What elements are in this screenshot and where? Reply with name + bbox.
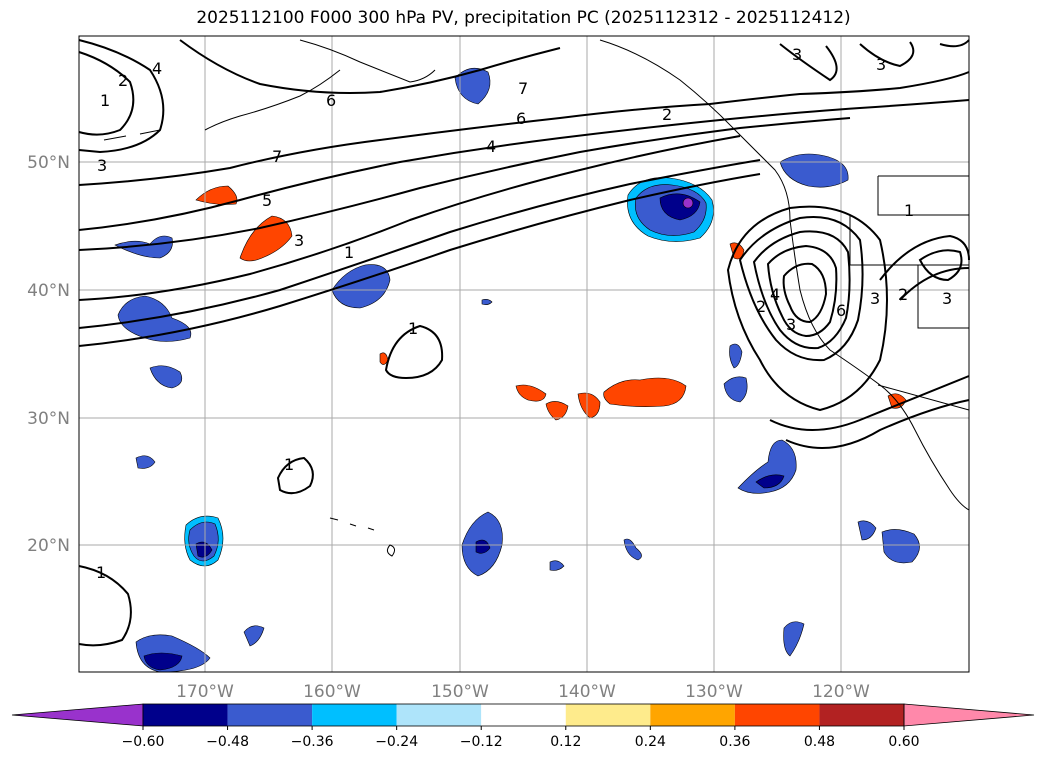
contour-label: 4: [486, 137, 496, 156]
plot-title: 2025112100 F000 300 hPa PV, precipitatio…: [196, 8, 851, 28]
lat-labels: 50°N 40°N 30°N 20°N: [27, 153, 70, 556]
colorbar-segment: [143, 704, 228, 726]
contour-label: 2: [662, 105, 672, 124]
lat-label: 50°N: [27, 153, 70, 173]
colorbar-segment: [734, 704, 820, 726]
contour-label: 1: [284, 455, 294, 474]
contour-label: 4: [770, 285, 780, 304]
colorbar-tick-label: 0.36: [719, 734, 750, 750]
contour-label: 5: [262, 191, 272, 210]
pv-contours: [78, 39, 970, 647]
contour-label: 1: [100, 91, 110, 110]
lat-label: 40°N: [27, 281, 70, 301]
colorbar-segment: [565, 704, 651, 726]
colorbar-segment: [481, 704, 566, 726]
colorbar-tick-label: 0.60: [888, 734, 919, 750]
colorbar-tick-label: −0.24: [375, 734, 418, 750]
map-frame: [78, 35, 970, 673]
colorbar-tick-label: −0.48: [206, 734, 249, 750]
contour-label: 1: [408, 319, 418, 338]
colorbar-frame: [142, 703, 905, 727]
contour-label: 3: [97, 156, 107, 175]
lon-labels: 170°W 160°W 150°W 140°W 130°W 120°W: [176, 682, 870, 702]
contour-label: 3: [294, 231, 304, 250]
contour-label: 1: [904, 201, 914, 220]
positive-precip-patches: [195, 185, 907, 421]
colorbar-tick-label: 0.48: [804, 734, 835, 750]
contour-label: 1: [96, 563, 106, 582]
colorbar-segment: [227, 704, 313, 726]
colorbar-max-extension: [903, 703, 1035, 727]
colorbar-tick-label: 0.12: [550, 734, 581, 750]
lon-label: 130°W: [685, 682, 743, 702]
lon-label: 150°W: [431, 682, 489, 702]
colorbar-tick-label: −0.60: [122, 734, 165, 750]
contour-label: 1: [344, 243, 354, 262]
colorbar-segment: [819, 704, 904, 726]
coastlines: [103, 39, 970, 557]
colorbar-tick-label: 0.24: [635, 734, 666, 750]
contour-label: 7: [272, 147, 282, 166]
colorbar-segment: [312, 704, 397, 726]
contour-label: 3: [876, 55, 886, 74]
contour-label: 6: [836, 301, 846, 320]
contour-label: 3: [792, 45, 802, 64]
contour-label: 2: [118, 71, 128, 90]
lat-label: 30°N: [27, 409, 70, 429]
contour-label: 3: [786, 315, 796, 334]
colorbar-segment: [650, 704, 735, 726]
contour-label: 4: [152, 59, 162, 78]
colorbar-min-extension: [11, 703, 144, 727]
contour-label: 3: [942, 289, 952, 308]
lon-label: 170°W: [176, 682, 234, 702]
contour-label: 6: [326, 91, 336, 110]
contour-labels: 2 4 1 3 6 7 6 4 2 7 5 3 1 1 1 1 3 3 2 4 …: [96, 45, 952, 582]
graticule: [79, 36, 969, 672]
colorbar: −0.60 −0.48 −0.36 −0.24 −0.12 0.12 0.24 0.36 0.4…: [11, 703, 1035, 750]
contour-label: 7: [518, 79, 528, 98]
colorbar-tick-label: −0.36: [291, 734, 334, 750]
lon-label: 120°W: [812, 682, 870, 702]
contour-label: 2: [898, 285, 908, 304]
colorbar-tick-label: −0.12: [460, 734, 503, 750]
contour-label: 2: [756, 297, 766, 316]
contour-label: 3: [870, 289, 880, 308]
contour-label: 6: [516, 109, 526, 128]
colorbar-segment: [396, 704, 482, 726]
lon-label: 160°W: [303, 682, 361, 702]
lat-label: 20°N: [27, 536, 70, 556]
lon-label: 140°W: [558, 682, 616, 702]
